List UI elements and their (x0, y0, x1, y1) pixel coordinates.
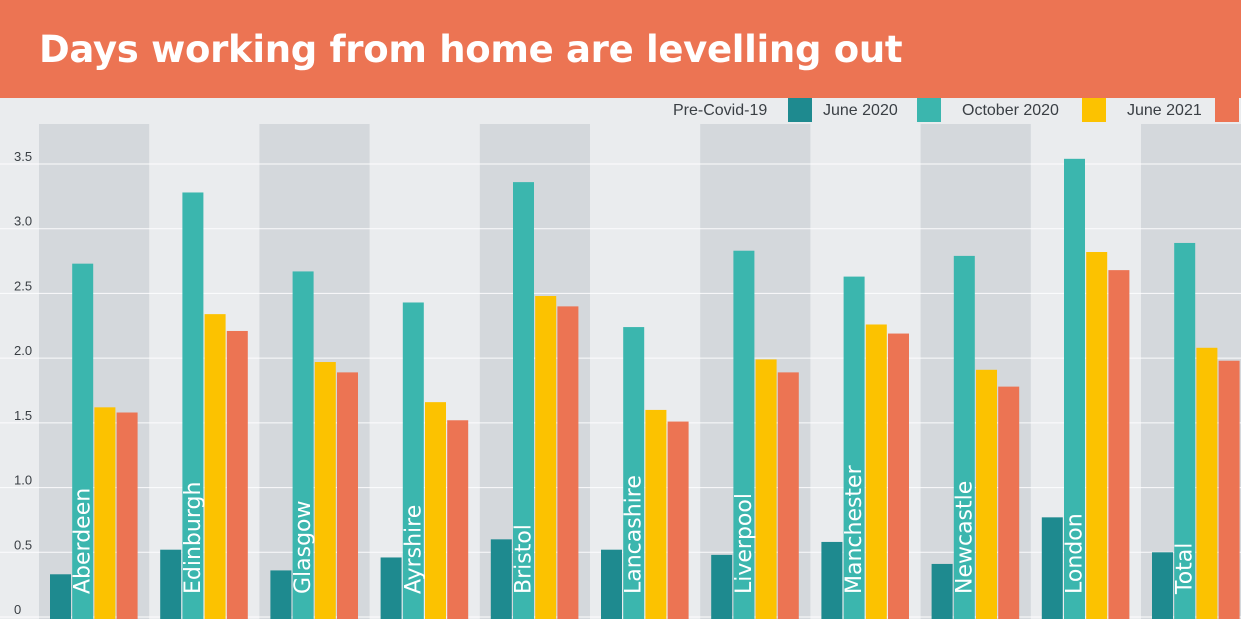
legend-swatch-june-2020 (917, 98, 941, 122)
legend-label-june-2020: June 2020 (823, 102, 898, 119)
y-tick-label: 2.0 (14, 343, 32, 358)
bar-bristol-pre-covid-19 (490, 539, 512, 619)
bars (50, 158, 1240, 619)
bar-total-pre-covid-19 (1152, 552, 1173, 619)
category-label-ayrshire: Ayrshire (401, 505, 426, 594)
bar-newcastle-june-2020 (953, 255, 975, 619)
header-banner: Days working from home are levelling out (0, 0, 1241, 98)
category-label-liverpool: Liverpool (732, 493, 757, 594)
bar-total-june-2021 (1218, 360, 1240, 619)
bar-newcastle-pre-covid-19 (931, 563, 953, 619)
category-label-total: Total (1173, 543, 1198, 595)
bar-lancashire-pre-covid-19 (601, 549, 622, 619)
bar-newcastle-october-2020 (976, 369, 997, 619)
bar-glasgow-october-2020 (314, 362, 336, 619)
y-tick-label: 2.5 (14, 278, 32, 293)
bar-edinburgh-october-2020 (204, 314, 226, 619)
bar-edinburgh-pre-covid-19 (160, 549, 182, 619)
category-label-newcastle: Newcastle (952, 481, 977, 594)
bar-aberdeen-june-2020 (72, 263, 94, 619)
legend: Pre-Covid-19 June 2020 October 2020 June… (0, 98, 1241, 124)
bar-edinburgh-june-2021 (226, 330, 248, 619)
legend-swatch-june-2021 (1215, 98, 1239, 122)
bar-total-october-2020 (1196, 347, 1218, 619)
bar-edinburgh-june-2020 (182, 192, 204, 619)
y-tick-label: 3.0 (14, 214, 32, 229)
bar-london-june-2020 (1064, 158, 1085, 619)
category-label-edinburgh: Edinburgh (181, 482, 206, 594)
bar-manchester-june-2021 (888, 333, 909, 619)
bar-bristol-october-2020 (535, 296, 557, 619)
legend-label-october-2020: October 2020 (962, 102, 1059, 119)
bar-lancashire-june-2021 (667, 421, 689, 619)
bar-ayrshire-october-2020 (425, 402, 446, 619)
category-label-bristol: Bristol (512, 524, 537, 594)
legend-swatch-october-2020 (1082, 98, 1106, 122)
y-tick-label: 0 (14, 602, 21, 617)
bar-newcastle-june-2021 (998, 386, 1020, 619)
category-label-manchester: Manchester (842, 464, 867, 594)
bar-aberdeen-october-2020 (94, 407, 116, 619)
bar-liverpool-october-2020 (755, 359, 777, 619)
y-tick-label: 3.5 (14, 149, 32, 164)
bar-ayrshire-june-2021 (447, 420, 469, 619)
bar-ayrshire-june-2020 (402, 302, 424, 619)
bar-manchester-october-2020 (865, 324, 887, 619)
bar-aberdeen-pre-covid-19 (50, 574, 71, 619)
bar-aberdeen-june-2021 (116, 412, 138, 619)
bar-lancashire-june-2020 (623, 327, 645, 619)
y-tick-label: 0.5 (14, 537, 32, 552)
bar-bristol-june-2020 (513, 182, 534, 619)
category-labels: Aberdeen Edinburgh Glasgow Ayrshire Bristol L… (71, 464, 1198, 595)
bar-glasgow-june-2021 (337, 372, 358, 619)
category-label-aberdeen: Aberdeen (71, 488, 96, 594)
bar-bristol-june-2021 (557, 306, 579, 619)
bar-total-june-2020 (1174, 242, 1196, 619)
category-label-lancashire: Lancashire (622, 475, 647, 594)
bar-london-pre-covid-19 (1041, 517, 1063, 619)
bar-london-june-2021 (1108, 270, 1130, 619)
bar-lancashire-october-2020 (645, 409, 667, 619)
y-axis-ticks: 0 0.5 1.0 1.5 2.0 2.5 3.0 3.5 (14, 149, 32, 617)
bar-liverpool-june-2020 (733, 250, 755, 619)
bar-london-october-2020 (1086, 252, 1108, 619)
legend-swatch-pre-covid (788, 98, 812, 122)
bar-ayrshire-pre-covid-19 (380, 557, 402, 619)
chart-title: Days working from home are levelling out (39, 28, 903, 71)
bar-liverpool-june-2021 (777, 372, 799, 619)
bar-manchester-june-2020 (843, 276, 865, 619)
y-tick-label: 1.0 (14, 473, 32, 488)
category-label-london: London (1063, 513, 1088, 594)
bar-glasgow-june-2020 (292, 271, 314, 619)
bar-liverpool-pre-covid-19 (711, 554, 733, 619)
legend-label-pre-covid: Pre-Covid-19 (673, 102, 768, 119)
category-label-glasgow: Glasgow (291, 500, 316, 594)
y-tick-label: 1.5 (14, 408, 32, 423)
legend-label-june-2021: June 2021 (1127, 102, 1202, 119)
bar-glasgow-pre-covid-19 (270, 570, 292, 619)
bar-manchester-pre-covid-19 (821, 541, 843, 619)
